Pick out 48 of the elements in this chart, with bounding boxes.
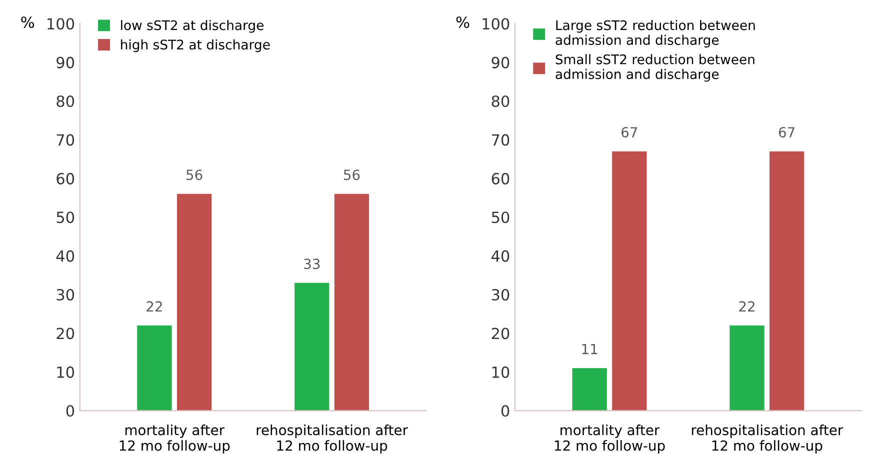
y-tick-label: 50 [56,212,74,224]
y-tick-label: 50 [492,212,510,224]
y-tick-label: 100 [48,18,74,30]
y-tick-label: 30 [492,288,510,301]
bar [334,194,370,411]
data-label: 67 [622,127,638,138]
legend-label: low sST2 at discharge [121,20,264,33]
x-tick-label: mortality after 12 mo follow-up [554,424,665,454]
y-tick-label: 20 [492,328,510,340]
legend-label: high sST2 at discharge [121,39,270,52]
y-tick-label: 100 [482,18,510,30]
y-axis-title: % [21,16,34,28]
y-tick-label: 20 [56,328,74,340]
y-tick-label: 10 [492,366,510,378]
bar [137,325,172,411]
bar [770,151,804,411]
y-axis-title: % [456,16,470,28]
y-tick-label: 30 [56,288,74,301]
x-tick-label: rehospitalisation after 12 mo follow-up [692,424,844,454]
bar [294,282,330,411]
data-label: 67 [778,127,794,138]
x-tick-label: rehospitalisation after 12 mo follow-up [256,424,408,454]
legend-label: Small sST2 reduction between admission and discharge [556,54,754,82]
y-tick-label: 10 [57,366,74,378]
data-label: 56 [344,170,360,180]
y-tick-label: 70 [492,134,510,146]
data-label: 33 [304,258,320,270]
bar [612,151,647,411]
data-label: 22 [146,301,162,312]
y-tick-label: 80 [56,95,74,108]
bar [572,368,607,411]
bar [730,325,764,411]
y-tick-label: 60 [56,172,74,184]
y-tick-label: 60 [492,172,510,184]
y-tick-label: 40 [56,250,74,262]
x-tick-label: mortality after 12 mo follow-up [120,424,230,454]
y-tick-label: 0 [501,405,510,417]
y-tick-label: 0 [66,405,74,417]
legend-label: Large sST2 reduction between admission and discharge [556,20,755,48]
y-tick-label: 40 [491,250,510,262]
y-tick-label: 90 [492,56,510,68]
y-tick-label: 80 [492,95,510,108]
data-label: 22 [739,301,754,312]
data-label: 56 [186,170,202,180]
bar [176,194,212,411]
y-tick-label: 70 [56,134,74,146]
data-label: 11 [582,344,598,354]
y-tick-label: 90 [56,56,74,68]
